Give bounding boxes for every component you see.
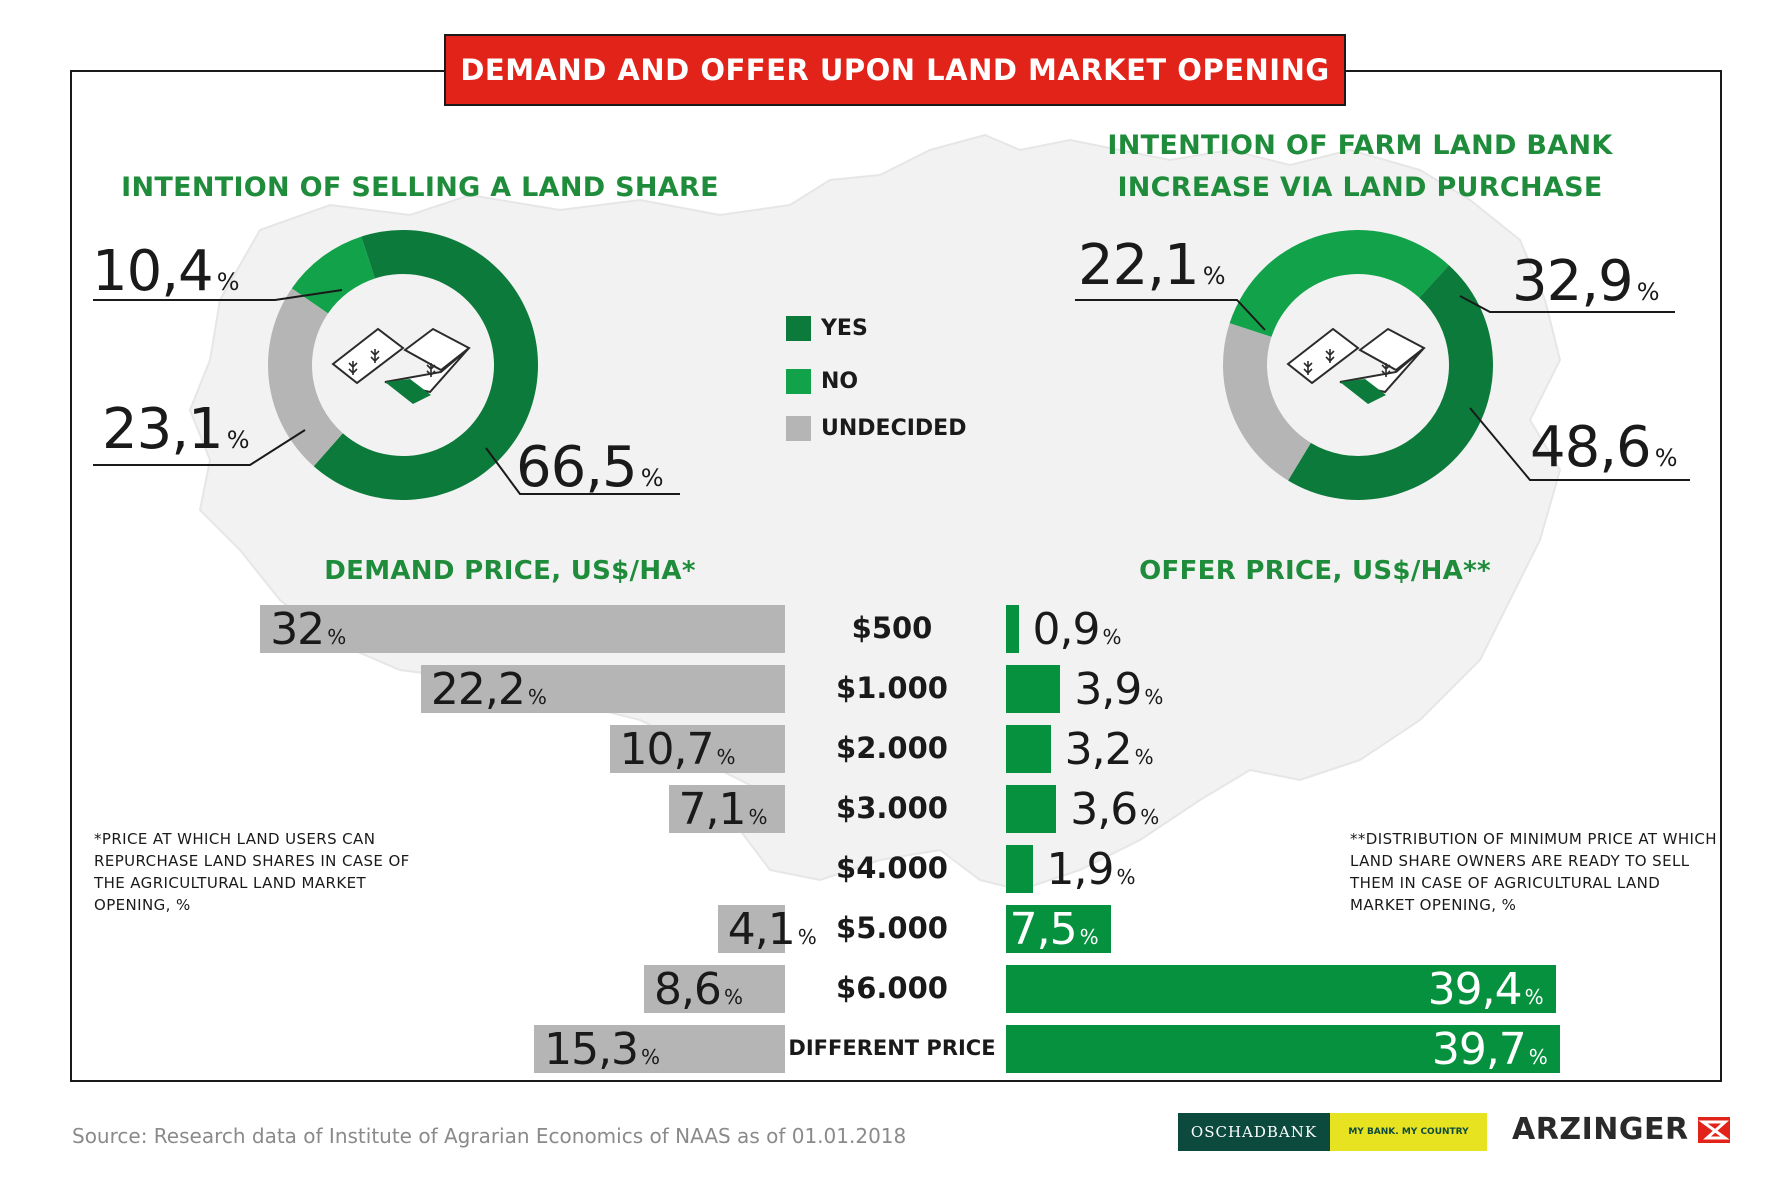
offer-bar [1006,845,1033,893]
left-yes-label: 66,5% [516,435,664,500]
bar-value-label: 10,7% [619,724,736,775]
oschadbank-slogan: MY BANK. MY COUNTRY [1330,1113,1487,1151]
price-label: $6.000 [836,971,948,1005]
land-plot-icon [1286,327,1426,404]
legend-swatch-no [786,369,811,394]
oschadbank-logo: OSCHADBANK MY BANK. MY COUNTRY [1178,1113,1487,1151]
bar-value-label: 7,1% [678,784,768,835]
legend-label-no: NO [821,369,859,394]
bar-value-label: 3,2% [1064,724,1154,775]
demand-bar [717,905,785,953]
donut-slice-undecided [268,288,343,467]
bar-value-label: 3,6% [1070,784,1160,835]
leader-lines [93,289,1690,495]
arzinger-wordmark: ARZINGER [1512,1112,1689,1147]
offer-bar [1006,725,1051,773]
donut-slice-yes [313,230,538,500]
donut-left [268,230,538,500]
page-title: DEMAND AND OFFER UPON LAND MARKET OPENIN… [444,34,1346,106]
offer-bar [1006,785,1057,833]
donut-slice-undecided [1223,323,1311,481]
offer-bar [1006,965,1556,1013]
price-label: $4.000 [836,851,948,885]
demand-title: DEMAND PRICE, US$/HA* [324,556,696,586]
donut-slice-yes [1288,265,1493,500]
bar-value-label: 1,9% [1046,844,1136,895]
legend-item-yes: YES [786,316,966,341]
left-undecided-label: 23,1% [102,397,250,462]
bar-value-label: 15,3% [544,1024,661,1075]
bar-value-label: 7,5% [1009,904,1099,955]
offer-footnote: **Distribution of minimum price at which… [1350,830,1717,914]
legend-swatch-yes [786,316,811,341]
right-chart-title-line1: INTENTION OF FARM LAND BANK [1107,130,1613,161]
right-no-label: 32,9% [1512,249,1660,314]
arzinger-mark-icon [1697,1116,1730,1143]
bar-value-label: 39,7% [1431,1024,1548,1075]
demand-bar [534,1025,785,1073]
price-label: DIFFERENT PRICE [788,1036,996,1060]
demand-bar [609,725,785,773]
legend-item-no: NO [786,369,966,394]
offer-title: OFFER PRICE, US$/HA** [1139,556,1491,586]
offer-bar [1006,605,1019,653]
bar-value-label: 4,1% [727,904,817,955]
legend-swatch-undecided [786,416,811,441]
price-label: $500 [851,611,933,645]
bar-value-label: 3,9% [1074,664,1164,715]
price-label: $1.000 [836,671,948,705]
legend-label-undecided: UNDECIDED [821,416,967,441]
offer-bar [1006,1025,1560,1073]
right-yes-label: 48,6% [1530,415,1678,480]
bar-value-label: 8,6% [653,964,743,1015]
legend: YES NO UNDECIDED [786,316,966,463]
legend-item-undecided: UNDECIDED [786,416,966,441]
demand-bar [668,785,785,833]
land-plot-icon [331,327,471,404]
bar-value-label: 0,9% [1032,604,1122,655]
right-chart-title-line2: INCREASE VIA LAND PURCHASE [1117,172,1603,203]
right-undecided-label: 22,1% [1078,233,1226,298]
bar-value-label: 39,4% [1427,964,1544,1015]
oschadbank-wordmark: OSCHADBANK [1178,1113,1330,1151]
offer-bar [1006,665,1061,713]
arzinger-logo: ARZINGER [1512,1112,1731,1147]
demand-bar [643,965,785,1013]
price-label: $2.000 [836,731,948,765]
offer-bar [1006,905,1111,953]
donut-slice-no [1229,230,1449,337]
source-text: Source: Research data of Institute of Ag… [72,1124,907,1148]
bar-value-label: 22,2% [430,664,547,715]
demand-bar [420,665,785,713]
legend-label-yes: YES [821,316,868,341]
demand-bar [260,605,785,653]
price-label: $5.000 [836,911,948,945]
bar-value-label: 32% [270,604,347,655]
price-label: $3.000 [836,791,948,825]
demand-footnote: *Price at which land users can repurchas… [94,830,410,914]
donut-right [1223,230,1493,500]
left-chart-title: INTENTION OF SELLING A LAND SHARE [121,172,719,203]
left-no-label: 10,4% [92,239,240,304]
